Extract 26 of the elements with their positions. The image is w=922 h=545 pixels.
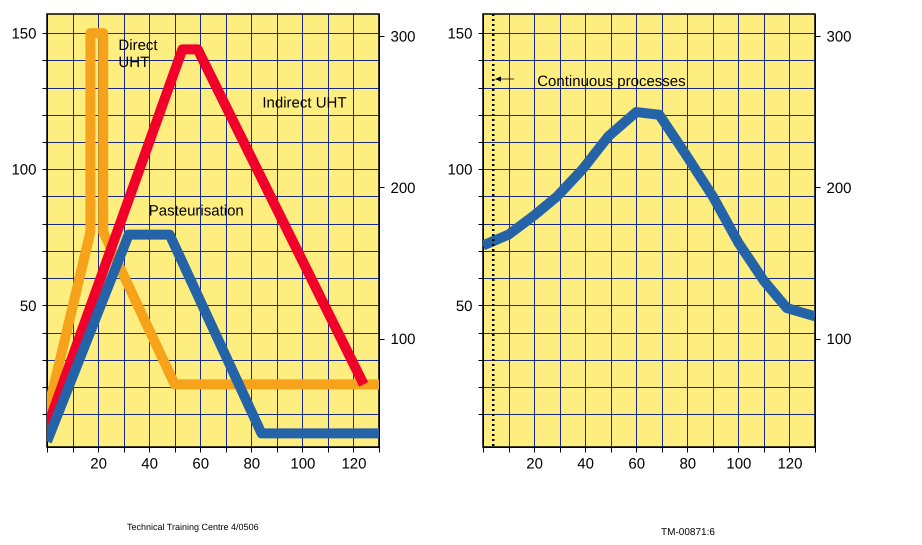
x-tick-label: 40 <box>577 456 594 472</box>
x-tick-label: 40 <box>141 456 158 472</box>
y2-tick-label: 200 <box>390 180 416 197</box>
y-tick-label: 50 <box>20 298 36 315</box>
y-tick-label: 100 <box>11 162 36 179</box>
x-tick-label: 60 <box>628 456 646 472</box>
x-tick-label: 80 <box>243 456 260 472</box>
text: TM-00871:6 <box>661 527 716 538</box>
x-tick-label: 20 <box>90 456 107 472</box>
x-tick-label: 120 <box>341 456 366 472</box>
y2-tick-label: 100 <box>390 331 416 348</box>
x-tick-label: 100 <box>726 456 752 472</box>
text: Technical Training Centre 4/0506 <box>127 522 259 532</box>
x-tick-label: 120 <box>777 456 802 472</box>
x-tick-label: 80 <box>679 456 696 472</box>
x-tick-label: 60 <box>192 456 210 472</box>
y-tick-label: 150 <box>447 26 472 43</box>
y2-tick-label: 300 <box>390 28 416 46</box>
y2-tick-label: 300 <box>826 28 852 46</box>
y2-tick-label: 200 <box>826 180 852 197</box>
y-tick-label: 50 <box>456 298 472 315</box>
y-tick-label: 100 <box>447 162 472 179</box>
x-tick-label: 100 <box>290 456 316 472</box>
x-tick-label: 20 <box>526 456 543 472</box>
y2-tick-label: 100 <box>826 331 852 348</box>
y-tick-label: 150 <box>11 26 36 43</box>
